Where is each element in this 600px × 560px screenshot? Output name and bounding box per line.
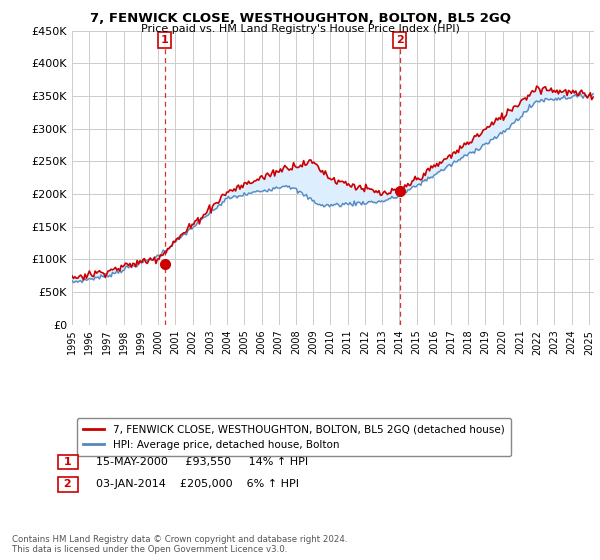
Text: Price paid vs. HM Land Registry's House Price Index (HPI): Price paid vs. HM Land Registry's House …	[140, 24, 460, 34]
Legend: 7, FENWICK CLOSE, WESTHOUGHTON, BOLTON, BL5 2GQ (detached house), HPI: Average p: 7, FENWICK CLOSE, WESTHOUGHTON, BOLTON, …	[77, 418, 511, 456]
Text: 03-JAN-2014    £205,000    6% ↑ HPI: 03-JAN-2014 £205,000 6% ↑ HPI	[96, 479, 299, 489]
Text: Contains HM Land Registry data © Crown copyright and database right 2024.
This d: Contains HM Land Registry data © Crown c…	[12, 535, 347, 554]
Text: 2: 2	[396, 35, 404, 45]
Text: 2: 2	[60, 479, 76, 489]
Text: 1: 1	[60, 457, 76, 467]
Text: 15-MAY-2000     £93,550     14% ↑ HPI: 15-MAY-2000 £93,550 14% ↑ HPI	[96, 457, 308, 467]
Text: 7, FENWICK CLOSE, WESTHOUGHTON, BOLTON, BL5 2GQ: 7, FENWICK CLOSE, WESTHOUGHTON, BOLTON, …	[89, 12, 511, 25]
Text: 1: 1	[161, 35, 169, 45]
